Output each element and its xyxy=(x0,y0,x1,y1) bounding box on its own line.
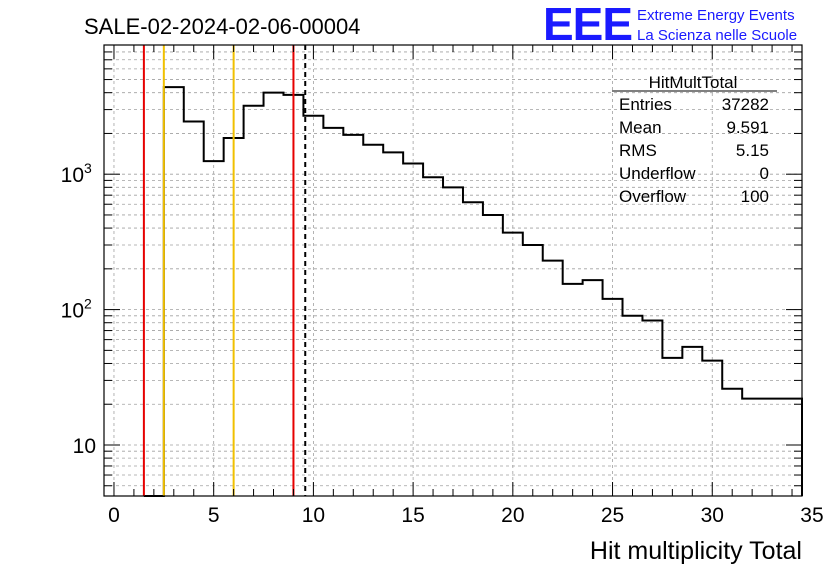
logo-line-2: La Scienza nelle Scuole xyxy=(637,27,797,44)
histogram-bin xyxy=(323,128,343,496)
x-axis: 0 5 10 15 20 25 30 35 xyxy=(108,45,824,527)
stats-value: 0 xyxy=(760,164,769,183)
y-tick-label: 10 xyxy=(61,164,84,187)
y-tick-exponent: 3 xyxy=(84,160,92,176)
stats-value: 37282 xyxy=(722,95,769,114)
stats-label: RMS xyxy=(619,141,657,160)
histogram-bin xyxy=(363,145,383,496)
histogram-bin xyxy=(164,87,184,496)
histogram-bin xyxy=(642,321,662,496)
stats-value: 5.15 xyxy=(736,141,769,160)
histogram-bin xyxy=(403,163,423,496)
histogram-bin xyxy=(543,261,563,496)
y-tick-label: 10 xyxy=(73,435,96,458)
histogram xyxy=(143,86,803,497)
x-tick-label: 10 xyxy=(302,504,325,527)
grid xyxy=(104,44,802,496)
histogram-bin xyxy=(303,116,323,496)
histogram-bin xyxy=(264,93,284,496)
stats-box: HitMultTotal Entries 37282 Mean 9.591 RMS 5.1… xyxy=(612,73,777,206)
x-tick-label: 15 xyxy=(401,504,424,527)
x-tick-label: 5 xyxy=(208,504,220,527)
x-axis-title: Hit multiplicity Total xyxy=(590,537,802,565)
eee-logo: EEE Extreme Energy Events La Scienza nel… xyxy=(543,0,797,50)
stats-label: Underflow xyxy=(619,164,696,183)
stats-title: HitMultTotal xyxy=(649,73,738,92)
chart-title: SALE-02-2024-02-06-00004 xyxy=(84,14,360,39)
y-tick-exponent: 2 xyxy=(84,296,92,312)
x-tick-label: 30 xyxy=(701,504,724,527)
x-tick-label: 0 xyxy=(108,504,120,527)
stats-label: Entries xyxy=(619,95,672,114)
histogram-bin xyxy=(443,187,463,496)
y-tick-label: 10 xyxy=(61,300,84,323)
histogram-bin xyxy=(523,245,543,496)
x-tick-label: 35 xyxy=(800,504,823,527)
histogram-bin xyxy=(623,316,643,496)
histogram-bin xyxy=(702,361,722,496)
stats-value: 9.591 xyxy=(726,118,769,137)
eee-logo-text: EEE xyxy=(543,0,632,50)
histogram-bin xyxy=(383,152,403,496)
histogram-bin xyxy=(204,161,224,496)
stats-label: Mean xyxy=(619,118,662,137)
histogram-bin xyxy=(722,389,742,496)
histogram-bin xyxy=(742,399,802,496)
histogram-bin xyxy=(603,299,623,496)
stats-rows: Entries 37282 Mean 9.591 RMS 5.15 Underflow 0 Ov… xyxy=(619,95,769,206)
stats-value: 100 xyxy=(741,187,769,206)
histogram-bin xyxy=(563,284,583,496)
histogram-bin xyxy=(423,177,443,496)
histogram-outline xyxy=(143,86,803,497)
logo-line-1: Extreme Energy Events xyxy=(637,7,795,24)
stats-label: Overflow xyxy=(619,187,687,206)
histogram-bin xyxy=(244,106,264,496)
histogram-bin xyxy=(503,233,523,496)
histogram-bin xyxy=(343,135,363,496)
vertical-markers xyxy=(142,45,307,496)
histogram-bin xyxy=(483,215,503,496)
histogram-bin xyxy=(662,358,682,496)
histogram-bin xyxy=(184,122,204,496)
histogram-bin xyxy=(583,280,603,496)
x-tick-label: 25 xyxy=(601,504,624,527)
histogram-bin xyxy=(463,202,483,496)
x-tick-label: 20 xyxy=(501,504,524,527)
histogram-bin xyxy=(682,347,702,496)
